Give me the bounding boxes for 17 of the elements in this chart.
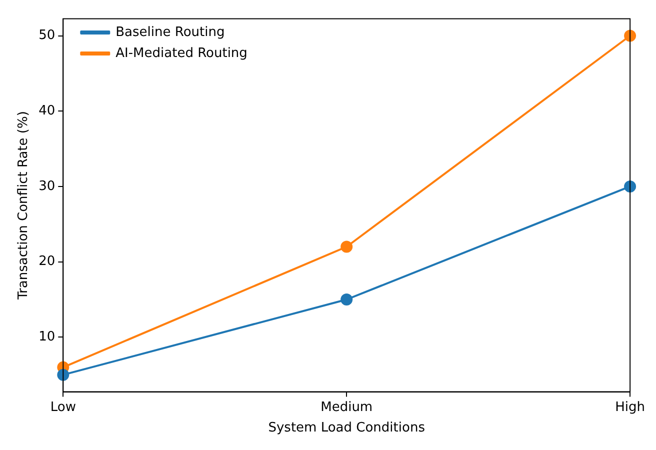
- legend-label: Baseline Routing: [116, 24, 225, 40]
- x-axis-title: System Load Conditions: [268, 420, 426, 436]
- y-axis-title: Transaction Conflict Rate (%): [16, 111, 32, 300]
- y-tick-label: 10: [38, 330, 56, 345]
- point: [340, 240, 353, 253]
- x-tick-label: Low: [50, 400, 76, 415]
- x-tick-label: Medium: [320, 400, 373, 415]
- point: [624, 30, 636, 42]
- x-tick-label: High: [615, 400, 646, 415]
- y-tick-label: 40: [38, 103, 56, 118]
- legend-label: AI-Mediated Routing: [116, 46, 248, 61]
- y-tick-label: 20: [38, 254, 56, 270]
- point: [624, 180, 636, 192]
- y-tick-label: 30: [38, 178, 56, 194]
- y-tick-label: 50: [38, 28, 56, 44]
- point: [340, 293, 353, 306]
- point: [57, 368, 70, 381]
